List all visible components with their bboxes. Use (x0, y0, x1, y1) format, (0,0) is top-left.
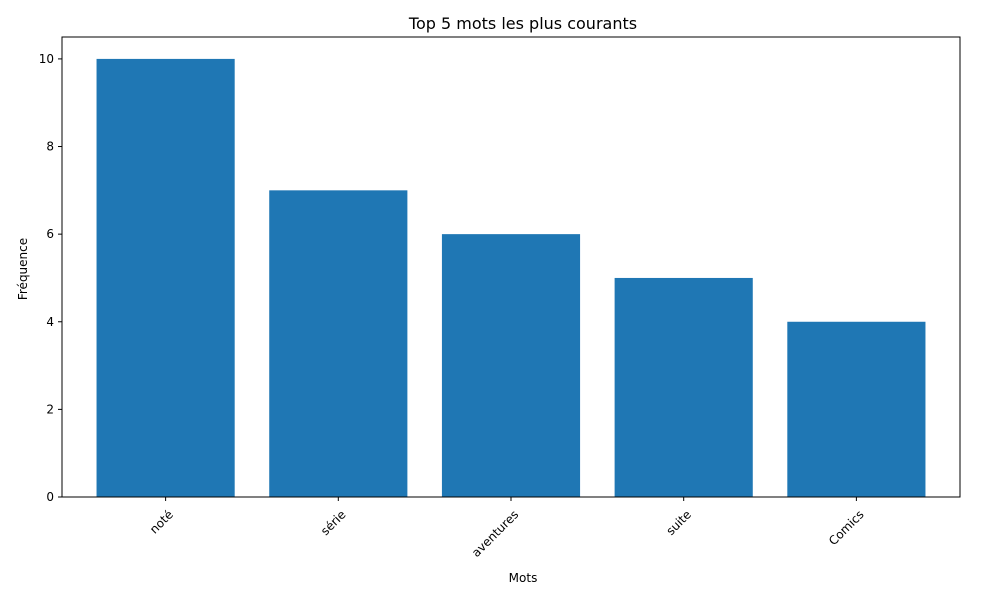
bar-4 (787, 321, 926, 497)
bar-0 (96, 58, 235, 498)
plot-frame (61, 36, 961, 498)
bar-2 (441, 234, 581, 497)
y-tick-label-3: 6 (46, 227, 54, 241)
y-tick-label-2: 4 (46, 315, 54, 329)
y-tick-label-4: 8 (46, 140, 54, 154)
chart-title: Top 5 mots les plus courants (408, 14, 637, 33)
bar-1 (269, 190, 408, 498)
x-axis-title: Mots (509, 571, 538, 585)
y-tick-label-5: 10 (39, 52, 54, 66)
bar-3 (614, 277, 753, 497)
y-tick-label-0: 0 (46, 490, 54, 504)
y-axis-ticks: 0 2 4 6 8 10 (39, 52, 62, 504)
y-axis-title: Fréquence (16, 238, 30, 300)
bars-group (96, 58, 926, 498)
y-tick-label-1: 2 (46, 402, 54, 416)
